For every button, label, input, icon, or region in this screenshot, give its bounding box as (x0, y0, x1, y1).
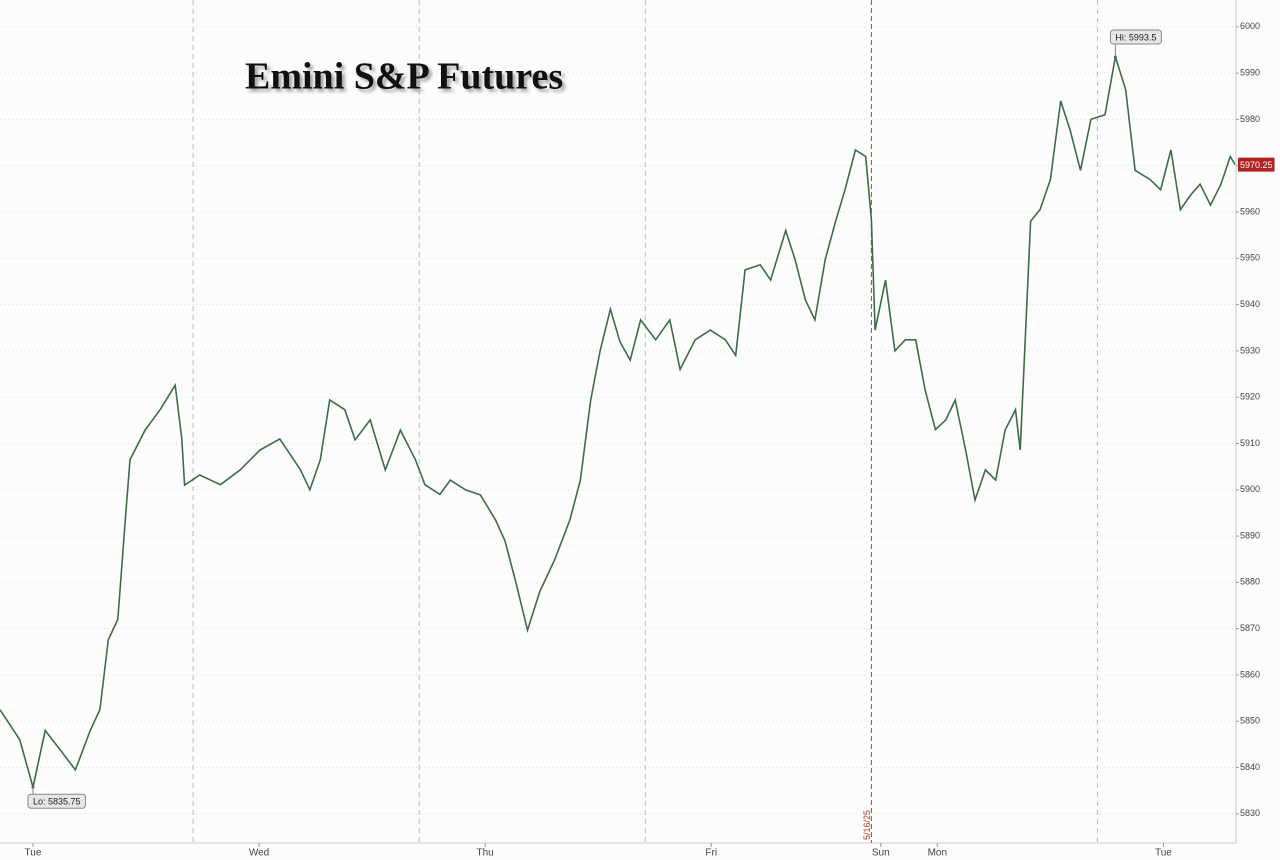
annotation-label: Lo: 5835.75 (33, 797, 81, 807)
y-tick-label: 5890 (1240, 530, 1260, 540)
y-tick-label: 5990 (1240, 68, 1260, 78)
last-price-label: 5970.25 (1240, 160, 1273, 170)
price-line (0, 56, 1236, 788)
y-tick-label: 5960 (1240, 206, 1260, 216)
x-tick-label: Sun (872, 848, 890, 859)
y-tick-label: 5940 (1240, 299, 1260, 309)
y-tick-label: 5840 (1240, 762, 1260, 772)
annotation: Hi: 5993.5 (1109, 29, 1162, 57)
annotation-label: Hi: 5993.5 (1115, 32, 1156, 42)
x-tick-label: Wed (249, 848, 269, 859)
y-tick-label: 5930 (1240, 345, 1260, 355)
chart-title: Emini S&P Futures (245, 56, 563, 98)
y-tick-label: 5870 (1240, 623, 1260, 633)
y-tick-label: 5950 (1240, 253, 1260, 263)
last-price-box (1238, 157, 1275, 172)
annotation: Lo: 5835.75 (27, 787, 87, 809)
x-tick-label: Tue (1155, 848, 1172, 859)
x-tick-label: Mon (928, 848, 947, 859)
y-tick-label: 5920 (1240, 392, 1260, 402)
x-tick-label: Fri (705, 848, 717, 859)
annotation-box (1109, 29, 1162, 45)
date-marker-label: 5/16/25 (862, 810, 872, 840)
y-tick-label: 5880 (1240, 577, 1260, 587)
y-tick-label: 5850 (1240, 716, 1260, 726)
y-tick-label: 5900 (1240, 484, 1260, 494)
y-tick-label: 5980 (1240, 114, 1260, 124)
annotation-box (27, 793, 87, 809)
y-tick-label: 6000 (1240, 21, 1260, 31)
x-tick-label: Tue (25, 848, 42, 859)
y-tick-label: 5830 (1240, 808, 1260, 818)
y-tick-label: 5860 (1240, 669, 1260, 679)
x-tick-label: Thu (477, 848, 494, 859)
y-tick-label: 5910 (1240, 438, 1260, 448)
